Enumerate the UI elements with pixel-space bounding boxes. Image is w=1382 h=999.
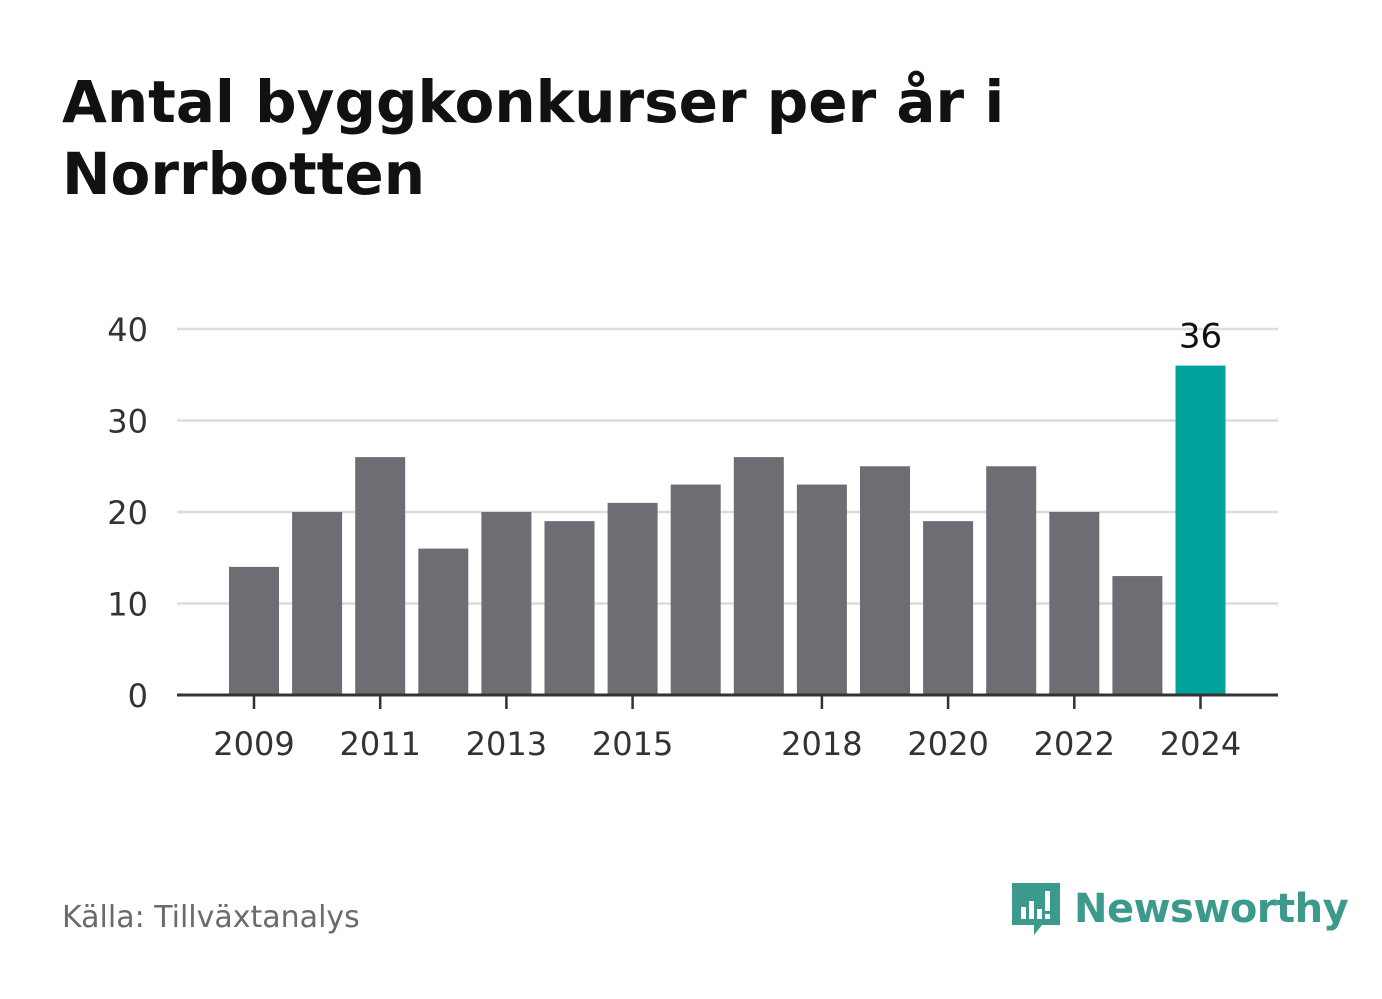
bar	[544, 521, 595, 695]
y-tick-label: 0	[128, 677, 148, 715]
x-tick-label: 2024	[1160, 725, 1241, 763]
x-tick-label: 2015	[592, 725, 673, 763]
bar	[229, 566, 279, 695]
brand-name: Newsworthy	[1074, 886, 1349, 932]
x-tick-label: 2009	[213, 725, 294, 763]
bar	[355, 457, 406, 695]
y-tick-label: 10	[107, 586, 148, 624]
data-label: 36	[1179, 317, 1222, 357]
x-tick-label: 2020	[907, 725, 988, 763]
bar	[1049, 512, 1100, 695]
bar-highlight	[1175, 365, 1226, 695]
bar	[481, 512, 532, 695]
bar	[418, 548, 469, 695]
y-tick-label: 40	[107, 311, 148, 349]
bar	[1112, 576, 1163, 695]
y-tick-label: 30	[107, 403, 148, 441]
bar	[607, 502, 658, 695]
bar	[986, 466, 1037, 695]
bar	[292, 512, 343, 695]
bar	[670, 484, 721, 695]
bar	[860, 466, 910, 695]
newsworthy-logo-icon	[1012, 883, 1060, 935]
y-tick-label: 20	[107, 494, 148, 532]
bar	[923, 521, 974, 695]
x-tick-label: 2022	[1034, 725, 1115, 763]
x-tick-label: 2013	[466, 725, 547, 763]
brand-logo: Newsworthy	[1010, 878, 1349, 940]
chart-title: Antal byggkonkurser per år i Norrbotten	[62, 68, 1005, 208]
x-tick-label: 2011	[339, 725, 420, 763]
source-note: Källa: Tillväxtanalys	[62, 900, 360, 935]
bar	[796, 484, 847, 695]
x-tick-label: 2018	[781, 725, 862, 763]
bar	[733, 457, 784, 695]
